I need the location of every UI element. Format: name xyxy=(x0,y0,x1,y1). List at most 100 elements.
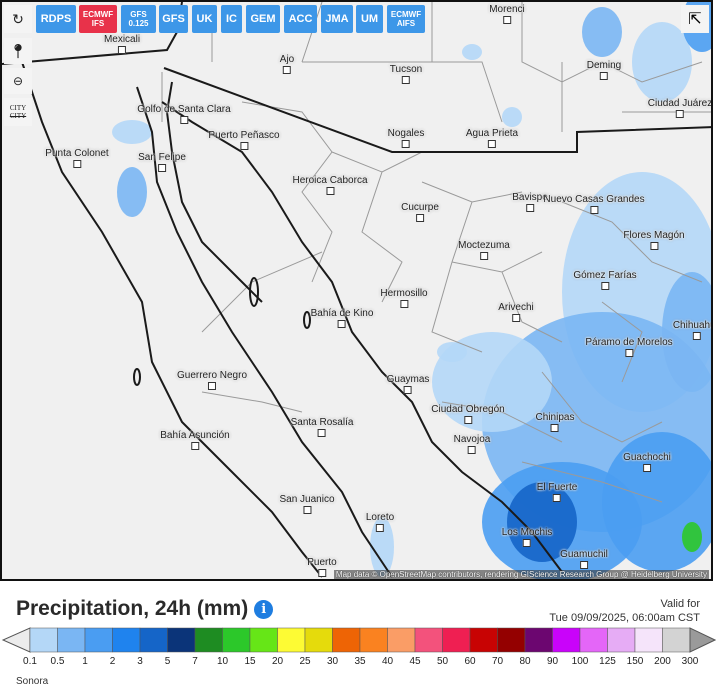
color-scale-cell xyxy=(194,627,223,653)
scale-tick-label: 200 xyxy=(654,656,671,667)
city-label[interactable]: Ajo xyxy=(280,55,294,74)
share-icon: ⇱ xyxy=(688,11,702,28)
city-label[interactable]: Guamuchil xyxy=(560,550,608,569)
city-label[interactable]: Mexicali xyxy=(104,35,140,54)
city-label[interactable]: Flores Magón xyxy=(623,231,684,250)
municipal-boundaries xyxy=(161,2,711,503)
scale-tick-label: 5 xyxy=(164,656,171,667)
refresh-icon: ↻ xyxy=(12,10,24,27)
city-label[interactable]: Puerto Peñasco xyxy=(208,131,279,150)
city-label[interactable]: Páramo de Morelos xyxy=(585,338,672,357)
valid-time: Valid for Tue 09/09/2025, 06:00am CST xyxy=(549,597,700,625)
city-label[interactable]: Hermosillo xyxy=(380,289,427,308)
city-label[interactable]: Nogales xyxy=(388,129,425,148)
city-toggle-label: CITY xyxy=(9,104,27,112)
scale-tick-label: 80 xyxy=(519,656,531,667)
precipitation-area xyxy=(462,44,482,60)
color-scale-cell xyxy=(497,627,526,653)
color-scale-cell xyxy=(139,627,168,653)
city-toggle-button[interactable]: CITY CITY xyxy=(4,98,32,126)
model-button-jma[interactable]: JMA xyxy=(321,5,353,33)
color-scale-cell xyxy=(662,627,691,653)
city-label[interactable]: Ciudad Obregón xyxy=(431,405,504,424)
city-label[interactable]: Agua Prieta xyxy=(466,129,518,148)
color-scale-cell xyxy=(332,627,361,653)
city-label[interactable]: Santa Rosalía xyxy=(291,418,354,437)
scale-tick-label: 30 xyxy=(326,656,339,667)
city-label[interactable]: San Juanico xyxy=(279,495,334,514)
model-button-ic[interactable]: IC xyxy=(221,5,242,33)
city-label[interactable]: Navojoa xyxy=(454,435,491,454)
city-label[interactable]: Bahía de Kino xyxy=(311,309,374,328)
zoom-out-button[interactable]: ⊖ xyxy=(4,68,32,94)
city-label[interactable]: Bavispe xyxy=(512,193,548,212)
city-label[interactable]: Moctezuma xyxy=(458,241,510,260)
color-scale-cell xyxy=(112,627,141,653)
zoom-out-icon: ⊖ xyxy=(12,74,24,88)
map-pin-icon: 📍︎ xyxy=(9,42,27,59)
city-label[interactable]: Deming xyxy=(587,61,621,80)
city-label[interactable]: Puerto xyxy=(307,558,336,577)
city-label[interactable]: Chinipas xyxy=(536,413,575,432)
scale-tick-label: 60 xyxy=(464,656,476,667)
over-range-arrow xyxy=(689,627,716,653)
model-button-ecmwf-aifs[interactable]: ECMWF AIFS xyxy=(387,5,425,33)
scale-tick-label: 1 xyxy=(82,656,88,667)
city-label[interactable]: Loreto xyxy=(366,513,394,532)
scale-tick-label: 50 xyxy=(436,656,449,667)
model-button-gem[interactable]: GEM xyxy=(246,5,280,33)
color-scale-cell xyxy=(29,627,58,653)
scale-tick-label: 35 xyxy=(354,656,366,667)
city-label[interactable]: Golfo de Santa Clara xyxy=(137,105,230,124)
scale-tick-label: 300 xyxy=(681,656,699,667)
color-scale-cell xyxy=(222,627,251,653)
model-button-gfs[interactable]: GFS xyxy=(159,5,188,33)
city-label[interactable]: Los Mochis xyxy=(502,528,553,547)
color-scale xyxy=(1,627,716,653)
city-label[interactable]: Tucson xyxy=(390,65,422,84)
valid-time-value: Tue 09/09/2025, 06:00am CST xyxy=(549,612,700,624)
city-label[interactable]: Gómez Farías xyxy=(573,271,636,290)
city-label[interactable]: El Fuerte xyxy=(537,483,578,502)
info-icon[interactable]: i xyxy=(254,600,274,619)
model-button-gfs-0-125[interactable]: GFS 0.125 xyxy=(121,5,156,33)
map[interactable]: Mexicali Ajo Tucson Morenci Deming Ciudad Juá… xyxy=(0,0,713,581)
city-label[interactable]: Morenci xyxy=(489,5,525,24)
city-label[interactable]: San Felipe xyxy=(138,153,186,172)
precipitation-area xyxy=(437,342,467,362)
city-label[interactable]: Arivechi xyxy=(498,303,534,322)
scale-tick-label: 10 xyxy=(216,656,229,667)
city-toggle-label-struck: CITY xyxy=(9,112,27,120)
scale-tick-label: 40 xyxy=(381,656,394,667)
model-button-rdps[interactable]: RDPS xyxy=(36,5,76,33)
city-label[interactable]: Chihuahua xyxy=(673,321,711,340)
city-label[interactable]: Guerrero Negro xyxy=(177,371,247,390)
city-label[interactable]: Ciudad Juárez xyxy=(648,99,711,118)
precipitation-area xyxy=(632,22,692,102)
city-label[interactable]: Bahía Asunción xyxy=(160,431,230,450)
city-label[interactable]: Cucurpe xyxy=(401,203,439,222)
precipitation-area xyxy=(582,7,622,57)
scale-tick-label: 3 xyxy=(137,656,143,667)
city-label[interactable]: Guaymas xyxy=(387,375,430,394)
city-label[interactable]: Punta Colonet xyxy=(45,149,108,168)
model-button-uk[interactable]: UK xyxy=(192,5,217,33)
model-button-ecmwf-ifs[interactable]: ECMWF IFS xyxy=(79,5,117,33)
legend-title-text: Precipitation, 24h (mm) xyxy=(16,597,249,620)
model-button-um[interactable]: UM xyxy=(356,5,383,33)
share-button[interactable]: ⇱ xyxy=(681,5,709,33)
city-label[interactable]: Nuevo Casas Grandes xyxy=(543,195,644,214)
location-button[interactable]: 📍︎ xyxy=(4,38,32,64)
color-scale-cell xyxy=(469,627,498,653)
scale-tick-label: 100 xyxy=(571,656,589,667)
refresh-button[interactable]: ↻ xyxy=(4,5,32,33)
color-scale-cell xyxy=(634,627,663,653)
legend-title: Precipitation, 24h (mm) i xyxy=(16,597,274,621)
precipitation-area xyxy=(117,167,147,217)
city-label[interactable]: Heroica Caborca xyxy=(292,176,367,195)
city-label[interactable]: Guachochi xyxy=(623,453,671,472)
model-button-acc[interactable]: ACC xyxy=(284,5,317,33)
map-attribution[interactable]: Map data © OpenStreetMap contributors, r… xyxy=(333,570,709,579)
scale-tick-label: 2 xyxy=(109,656,116,667)
color-scale-cell xyxy=(167,627,196,653)
